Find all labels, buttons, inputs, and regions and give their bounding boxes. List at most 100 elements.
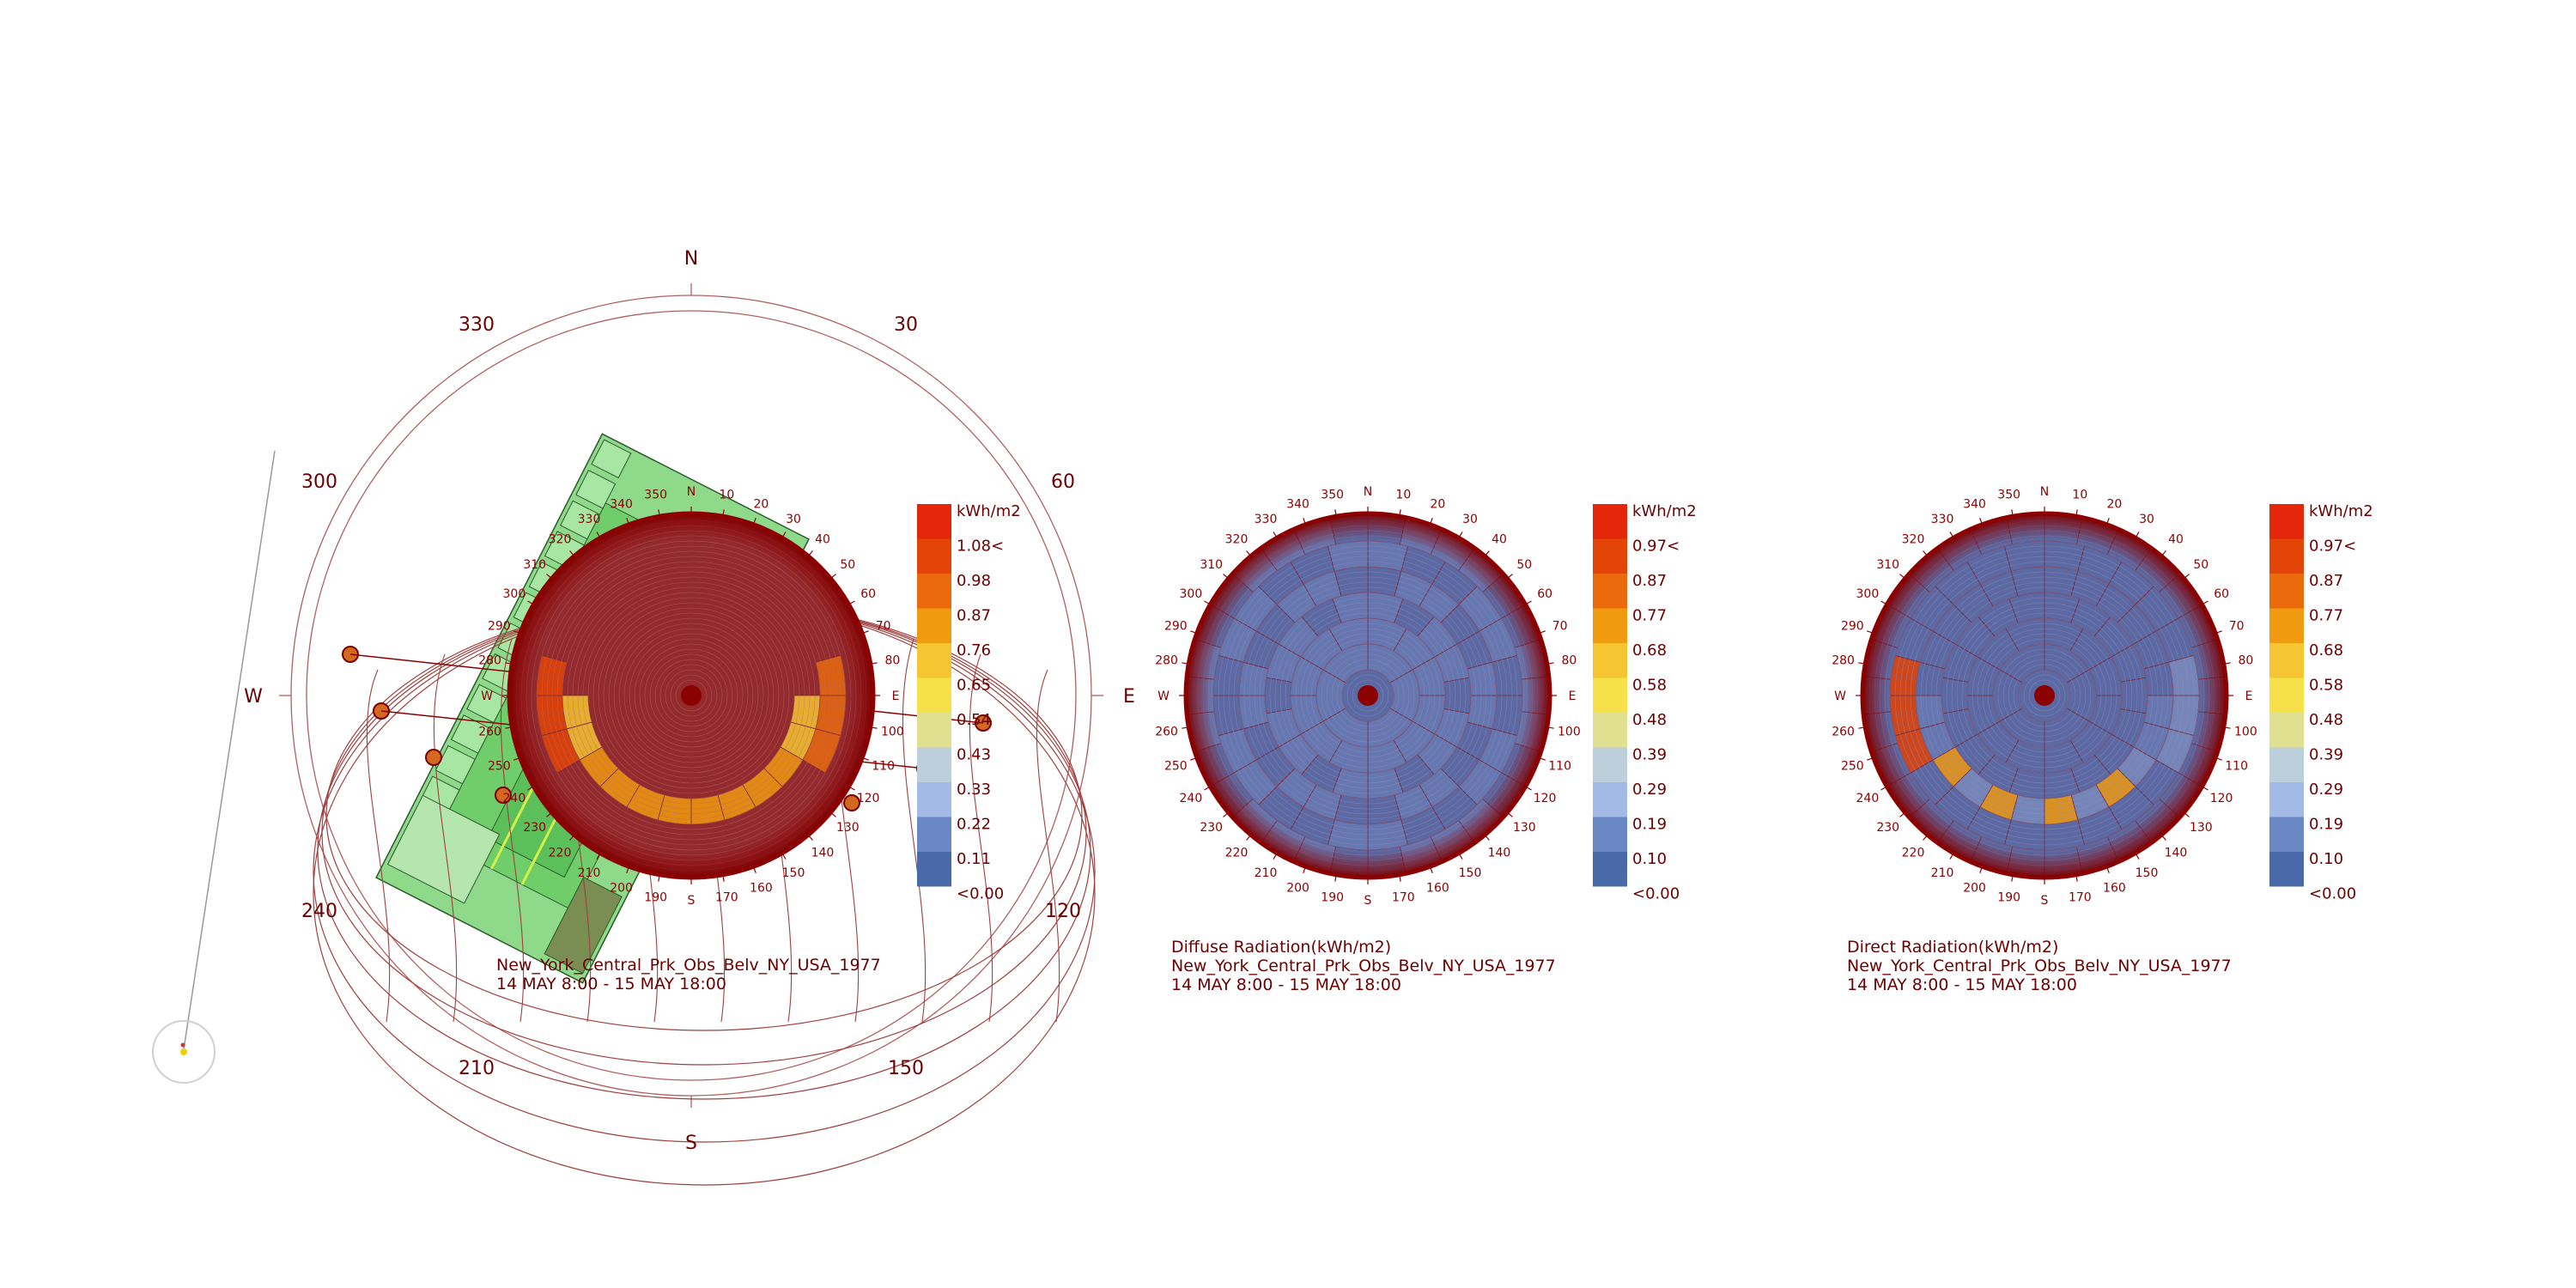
- caption-line: New_York_Central_Prk_Obs_Belv_NY_USA_197…: [1171, 957, 1556, 975]
- dome-tick-label: 230: [1200, 821, 1223, 835]
- dome-tick-label: 210: [1255, 866, 1278, 880]
- caption-line: 14 MAY 8:00 - 15 MAY 18:00: [1847, 975, 2077, 994]
- dome-tick-label: 350: [1997, 489, 2020, 502]
- compass-labels: N E S W 30 60 120 150 210 240 300 330: [244, 248, 1135, 1154]
- dome-tick-label: N: [2040, 485, 2049, 499]
- dome-tick-label: 300: [503, 587, 526, 601]
- dome-tick-label: 190: [1321, 890, 1344, 904]
- legend-swatch: [1593, 504, 1627, 539]
- legend-swatch: [917, 608, 951, 643]
- legend-swatch: [2269, 713, 2304, 748]
- legend-value: 0.97<: [1632, 538, 1680, 556]
- legend-swatch: [2269, 504, 2304, 539]
- dome-tick-label: 320: [1225, 533, 1249, 547]
- dome-tick-label: S: [688, 894, 696, 908]
- legend-value: 0.22: [957, 816, 991, 834]
- legend-swatch: [2269, 852, 2304, 887]
- dome-tick-label: 40: [815, 533, 830, 547]
- dome-tick-label: W: [481, 690, 493, 703]
- caption-line: New_York_Central_Prk_Obs_Belv_NY_USA_197…: [496, 956, 881, 975]
- dome-tick-label: 290: [1841, 620, 1864, 634]
- legend-swatch: [1593, 782, 1627, 817]
- dome-tick-label: E: [2245, 690, 2253, 703]
- dome-tick-label: 340: [1286, 497, 1309, 511]
- legend-swatch: [917, 852, 951, 887]
- dome-tick-label: 200: [1286, 882, 1309, 896]
- dome-tick-label: 20: [753, 497, 769, 511]
- dome-tick-label: 120: [1534, 792, 1557, 805]
- dome-tick-label: 30: [1462, 513, 1478, 526]
- dome-tick-label: 260: [1832, 725, 1855, 738]
- compass-degree-label: 60: [1051, 471, 1075, 493]
- dome-tick-label: N: [687, 485, 696, 499]
- legend-unit: kWh/m2: [2309, 502, 2373, 520]
- legend-swatch: [1593, 747, 1627, 782]
- legend-swatch: [2269, 817, 2304, 852]
- dome-tick-label: 200: [1963, 882, 1986, 896]
- legend-swatch: [2269, 747, 2304, 782]
- compass-degree-label: 300: [301, 471, 337, 493]
- dome-tick-label: 80: [1561, 654, 1577, 668]
- dome-tick-label: 30: [2139, 513, 2154, 526]
- dome-tick-label: 140: [1488, 846, 1511, 860]
- legend-value: <0.00: [957, 885, 1004, 903]
- dome-tick-label: 70: [1552, 620, 1568, 634]
- legend-value: 0.10: [2309, 850, 2343, 868]
- legend-swatch: [917, 782, 951, 817]
- dome-tick-label: 290: [488, 620, 511, 634]
- dome-tick-label: W: [1157, 690, 1170, 703]
- legend-value: <0.00: [1632, 885, 1680, 903]
- legend-value: 0.48: [1632, 711, 1667, 729]
- total-radiation-caption: New_York_Central_Prk_Obs_Belv_NY_USA_197…: [496, 956, 881, 993]
- compass-cardinal-label: N: [684, 248, 698, 270]
- caption-line: 14 MAY 8:00 - 15 MAY 18:00: [496, 975, 726, 993]
- dome-tick-label: 310: [523, 558, 546, 572]
- dome-tick-label: 240: [503, 792, 526, 805]
- dome-tick-label: 50: [840, 558, 855, 572]
- dome-tick-label: 120: [857, 792, 880, 805]
- dome-tick-label: 10: [719, 489, 734, 502]
- diffuse-radiation-legend: kWh/m2 0.97< 0.87 0.77 0.68 0.58 0.48 0.39 0.29 0…: [1593, 502, 1697, 903]
- legend-swatch: [2269, 782, 2304, 817]
- legend-value: 0.58: [1632, 677, 1667, 695]
- legend-swatch: [917, 713, 951, 748]
- legend-value: 0.10: [1632, 850, 1667, 868]
- dome-tick-label: 10: [2072, 489, 2087, 502]
- legend-value: 0.77: [2309, 607, 2343, 625]
- legend-swatch: [917, 677, 951, 713]
- caption-line: Diffuse Radiation(kWh/m2): [1171, 938, 1392, 957]
- dome-tick-label: 280: [1155, 654, 1178, 668]
- dome-tick-label: 20: [2106, 497, 2122, 511]
- legend-value: 0.97<: [2309, 538, 2356, 556]
- dome-tick-label: 340: [610, 497, 633, 511]
- legend-unit: kWh/m2: [1632, 502, 1697, 520]
- legend-swatch: [917, 504, 951, 539]
- dome-tick-label: 220: [1902, 846, 1925, 860]
- dome-tick-label: 260: [1155, 725, 1178, 738]
- dome-tick-label: 100: [2234, 725, 2257, 738]
- legend-swatch: [2269, 608, 2304, 643]
- dome-tick-label: 290: [1164, 620, 1188, 634]
- legend-value: 0.39: [1632, 746, 1667, 764]
- legend-value: 0.11: [957, 850, 991, 868]
- dome-tick-label: 80: [2238, 654, 2253, 668]
- dome-tick-label: 320: [549, 533, 572, 547]
- compass-degree-label: 30: [894, 314, 918, 336]
- compass-degree-label: 210: [459, 1058, 495, 1079]
- legend-value: 0.58: [2309, 677, 2343, 695]
- dome-tick-label: 300: [1180, 587, 1203, 601]
- dome-tick-label: 250: [1841, 759, 1864, 773]
- dome-tick-label: 280: [478, 654, 501, 668]
- legend-value: 0.77: [1632, 607, 1667, 625]
- legend-unit: kWh/m2: [957, 502, 1021, 520]
- dome-tick-label: 150: [1459, 866, 1482, 880]
- north-indicator: [152, 450, 276, 1084]
- caption-line: 14 MAY 8:00 - 15 MAY 18:00: [1171, 975, 1401, 994]
- legend-value: 0.68: [1632, 641, 1667, 659]
- dome-tick-label: 140: [2165, 846, 2188, 860]
- dome-tick-label: 160: [1426, 882, 1449, 896]
- dome-tick-label: 70: [2229, 620, 2245, 634]
